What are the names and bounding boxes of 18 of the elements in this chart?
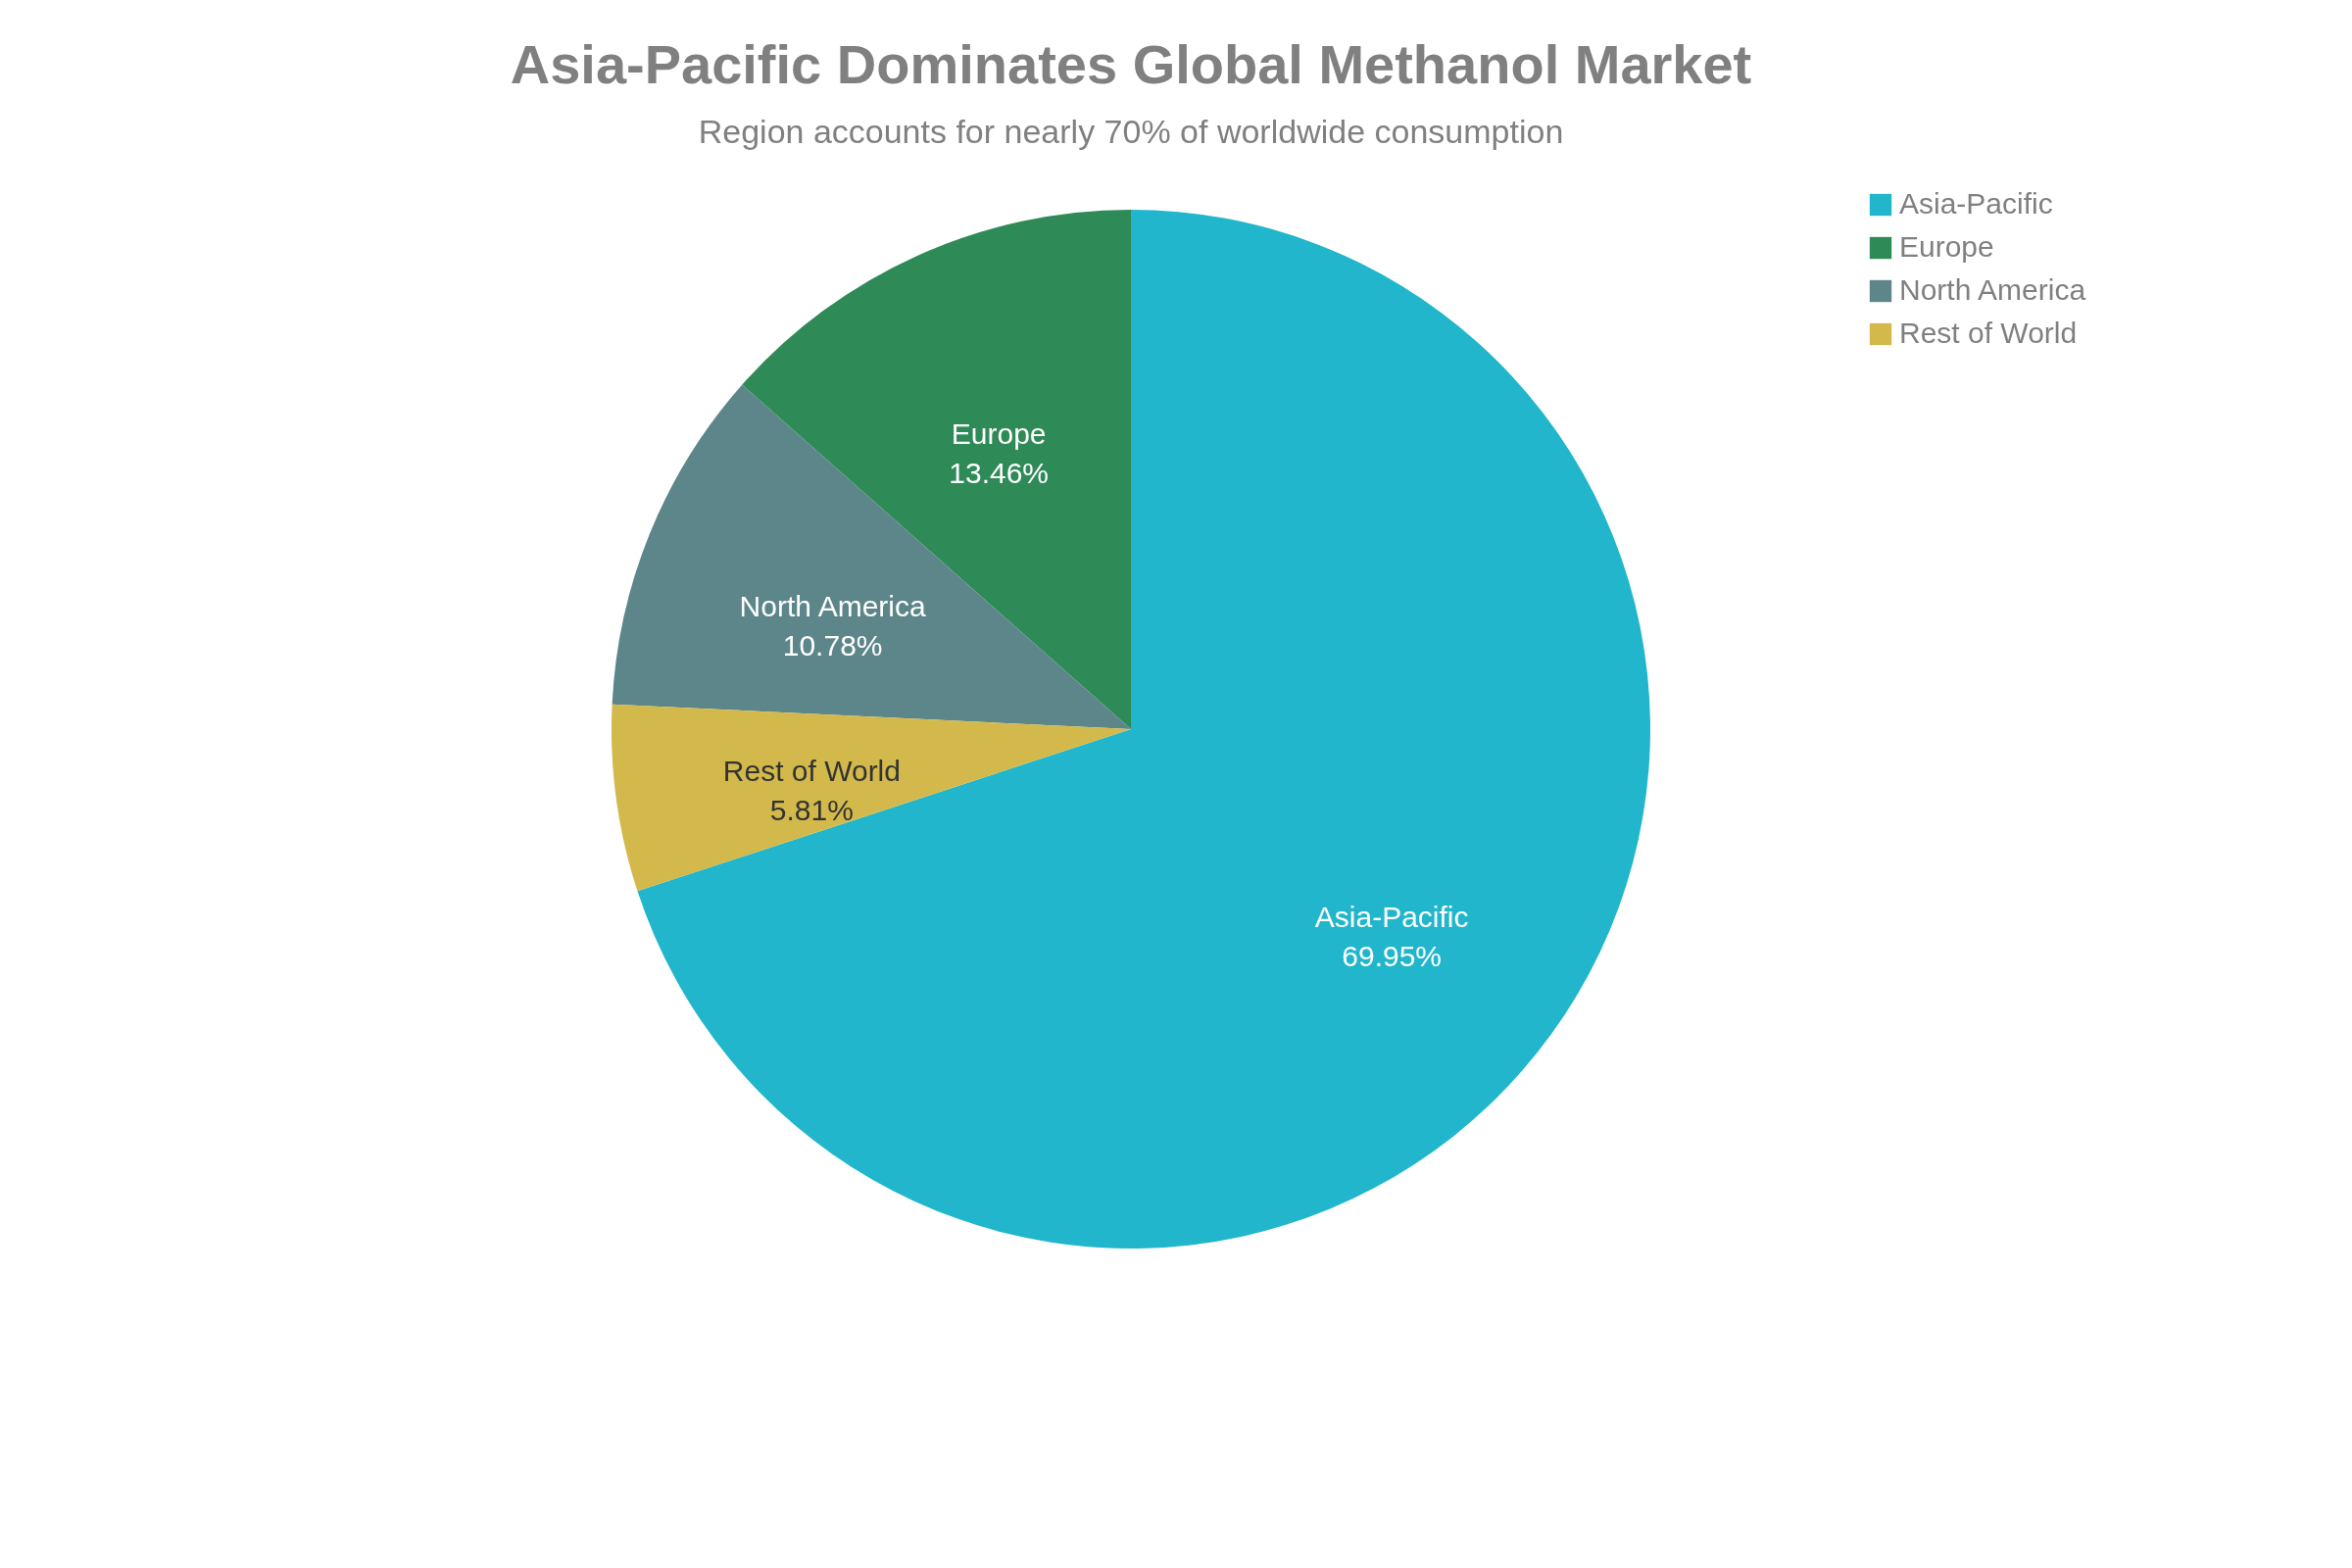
data-label: 10.78% bbox=[782, 629, 883, 662]
pie-slice bbox=[742, 210, 1131, 729]
slice-label: Rest of World bbox=[722, 755, 901, 788]
legend-label: Asia-Pacific bbox=[1899, 187, 2053, 220]
pie-slice bbox=[612, 704, 1131, 892]
slice-label: North America bbox=[739, 590, 926, 623]
legend-label: Europe bbox=[1899, 230, 1994, 263]
chart-title: Asia-Pacific Dominates Global Methanol Market bbox=[510, 33, 1752, 95]
legend-label: Rest of World bbox=[1899, 317, 2078, 349]
data-label: 69.95% bbox=[1342, 939, 1443, 972]
data-label: 5.81% bbox=[769, 794, 854, 827]
data-label: 13.46% bbox=[949, 457, 1050, 490]
chart-subtitle: Region accounts for nearly 70% of worldwide consumption bbox=[698, 113, 1564, 150]
pie-slice bbox=[612, 384, 1131, 729]
pie-slice bbox=[637, 210, 1650, 1249]
slice-label: Europe bbox=[951, 417, 1047, 451]
legend-label: North America bbox=[1899, 273, 2086, 306]
slice-label: Asia-Pacific bbox=[1314, 900, 1469, 933]
